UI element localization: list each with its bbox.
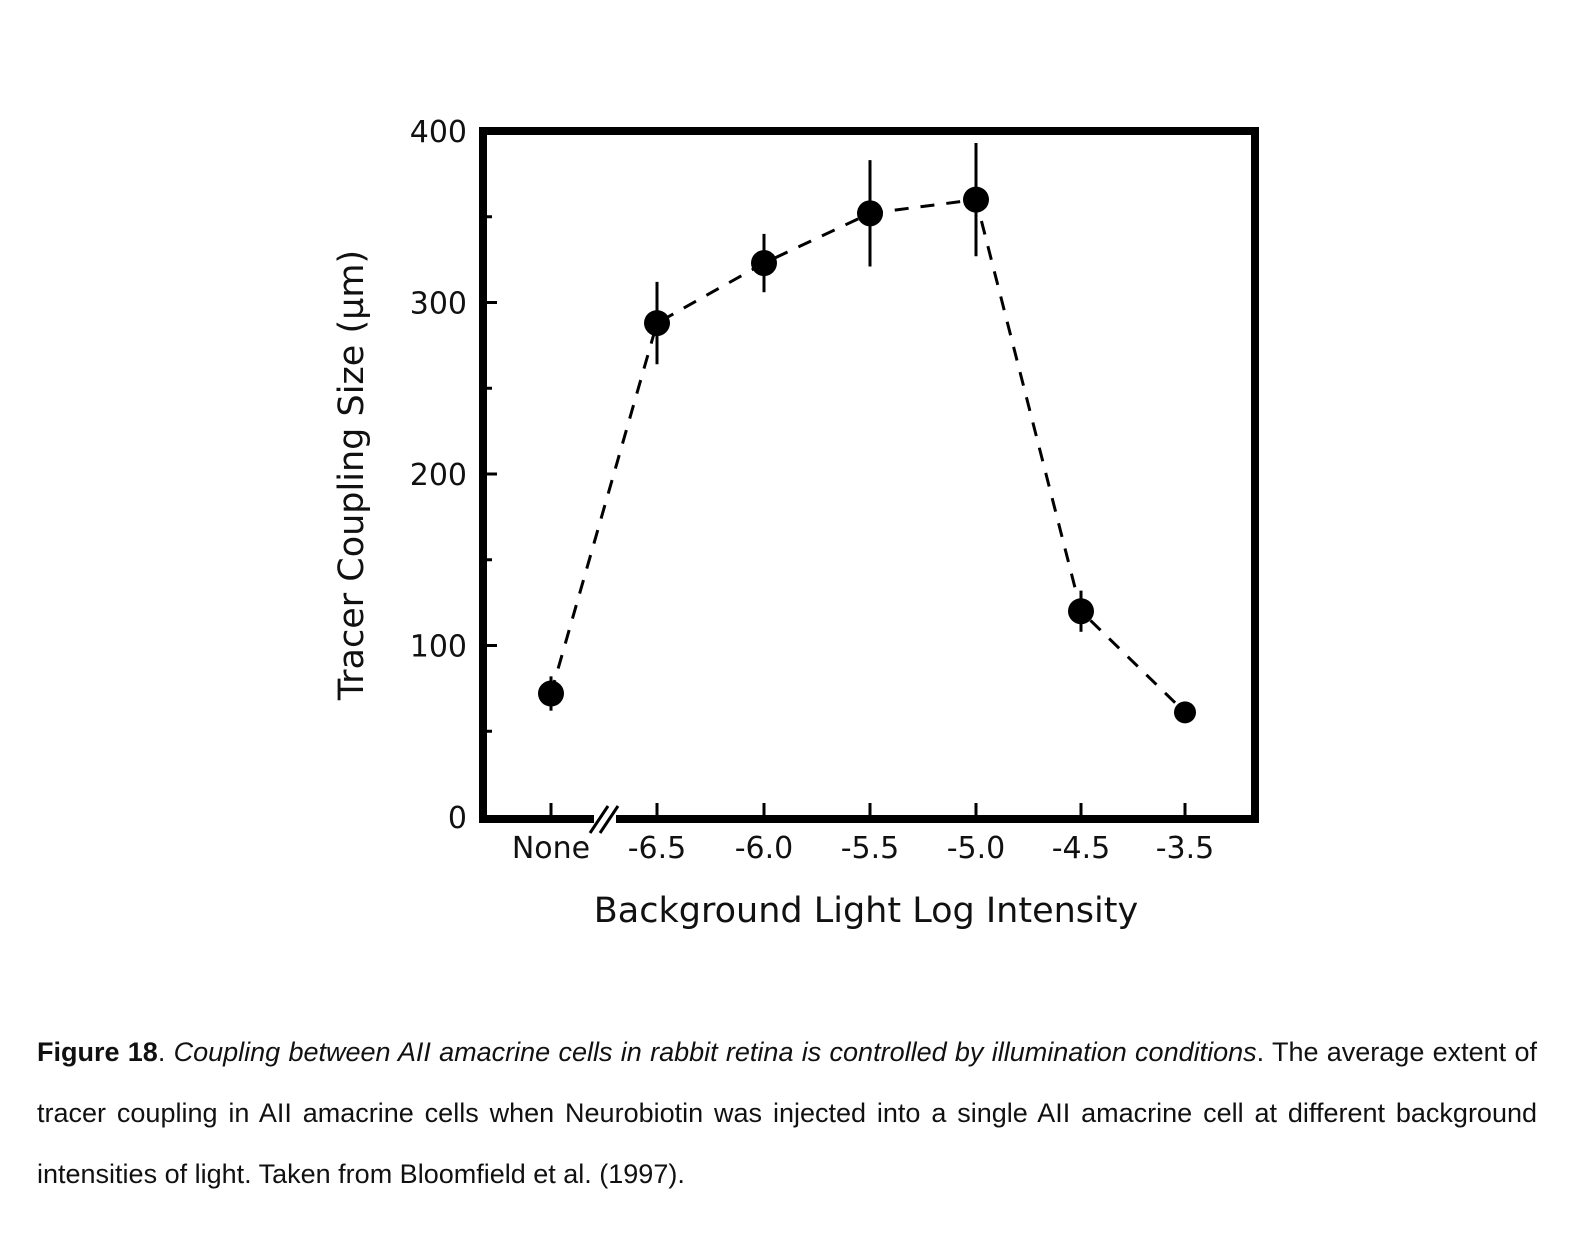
x-tick-label: None — [512, 831, 590, 866]
data-point — [857, 200, 883, 227]
y-tick-label: 200 — [410, 458, 467, 493]
x-axis-ticks: None -6.5 -6.0 -5.5 -5.0 -4.5 -3.5 — [512, 803, 1214, 866]
data-point — [538, 680, 564, 707]
x-tick-label: -6.0 — [735, 831, 794, 866]
series-line — [549, 197, 1187, 714]
data-point — [644, 310, 670, 337]
y-tick-label: 300 — [410, 287, 467, 322]
chart: 0 100 200 300 400 None -6.5 -6.0 -5.5 -5.0 -4.5 -3… — [332, 115, 1259, 931]
axis-break — [588, 805, 620, 834]
data-point — [751, 250, 777, 277]
x-tick-label: -4.5 — [1052, 831, 1111, 866]
y-axis-title: Tracer Coupling Size (µm) — [332, 250, 372, 701]
data-point — [1068, 598, 1094, 625]
x-axis-title: Background Light Log Intensity — [594, 891, 1138, 931]
figure-caption: Figure 18. Coupling between AII amacrine… — [37, 1037, 1537, 1189]
x-tick-label: -5.0 — [947, 831, 1006, 866]
y-tick-label: 100 — [410, 630, 467, 665]
data-point — [963, 186, 989, 213]
y-axis-ticks: 0 100 200 300 400 — [410, 115, 497, 836]
x-tick-label: -5.5 — [841, 831, 900, 866]
caption-label: Figure 18 — [37, 1037, 158, 1067]
data-point — [1174, 701, 1196, 724]
caption-title: Coupling between AII amacrine cells in r… — [173, 1037, 1257, 1067]
y-tick-label: 400 — [410, 115, 467, 150]
caption-text: The average extent of tracer coupling in… — [37, 1037, 1537, 1189]
y-tick-label: 0 — [448, 801, 467, 836]
x-tick-label: -3.5 — [1156, 831, 1215, 866]
series-layer — [538, 143, 1196, 724]
x-tick-label: -6.5 — [628, 831, 687, 866]
